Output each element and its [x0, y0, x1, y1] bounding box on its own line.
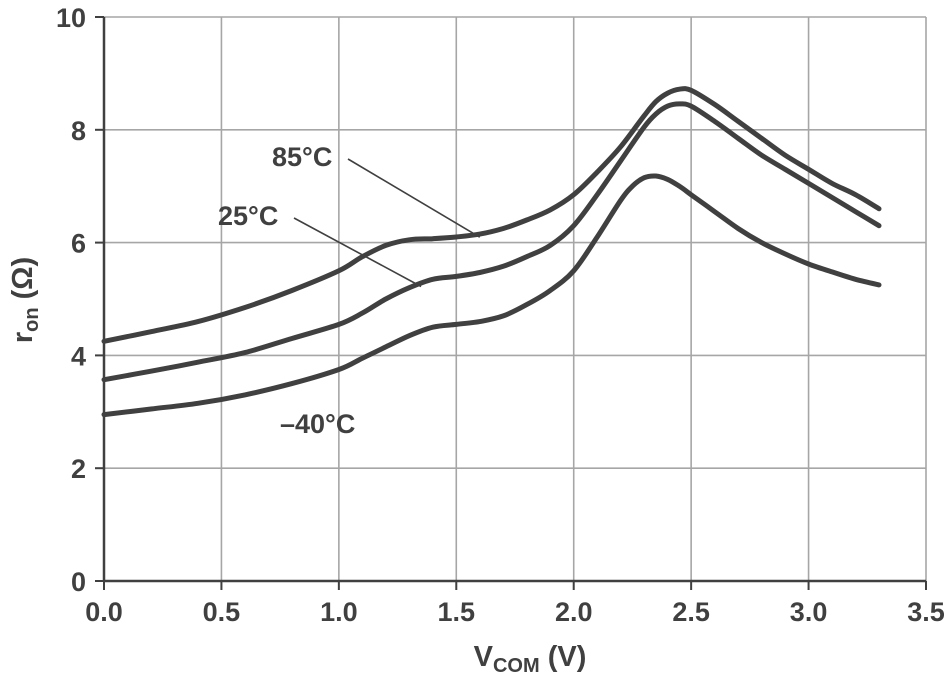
y-tick-label: 2	[71, 454, 86, 484]
y-tick-label: 8	[71, 116, 86, 146]
leader-line-85c	[347, 158, 481, 238]
x-tick-label: 0.5	[203, 597, 241, 627]
series-line-85c	[101, 86, 882, 344]
x-tick-label: 3.5	[907, 597, 945, 627]
y-axis-title-unit: (Ω)	[7, 257, 39, 308]
x-axis-title-main: V	[474, 641, 494, 673]
x-tick-label: 1.0	[320, 597, 358, 627]
x-tick-labels: 0.0 0.5 1.0 1.5 2.0 2.5 3.0 3.5	[85, 597, 945, 627]
series-line-25c	[101, 101, 882, 383]
y-axis-title: ron (Ω)	[7, 257, 43, 343]
x-axis-title-unit: (V)	[540, 641, 587, 673]
callout-minus40c: –40°C	[280, 409, 355, 439]
x-axis-title-sub: COM	[493, 655, 540, 675]
x-tick-label: 2.0	[555, 597, 593, 627]
y-tick-label: 4	[71, 341, 86, 371]
leader-line-25c	[293, 217, 422, 288]
x-tick-label: 3.0	[790, 597, 828, 627]
y-tick-label: 0	[71, 567, 86, 597]
y-tick-labels: 0 2 4 6 8 10	[56, 3, 86, 597]
series-lines	[101, 86, 882, 418]
x-tick-label: 2.5	[672, 597, 710, 627]
y-tick-label: 6	[71, 229, 86, 259]
grid	[104, 16, 927, 581]
x-tick-label: 0.0	[85, 597, 123, 627]
callout-25c: 25°C	[218, 201, 278, 231]
y-axis-title-sub: on	[21, 307, 43, 331]
series-callouts: 85°C 25°C –40°C	[218, 142, 481, 439]
series-line-minus40c	[101, 173, 882, 418]
x-tick-label: 1.5	[438, 597, 476, 627]
x-axis-title: VCOM (V)	[474, 641, 587, 675]
axes	[95, 16, 927, 590]
y-axis-title-main: r	[7, 332, 39, 343]
callout-85c: 85°C	[272, 142, 332, 172]
y-tick-label: 10	[56, 3, 86, 33]
